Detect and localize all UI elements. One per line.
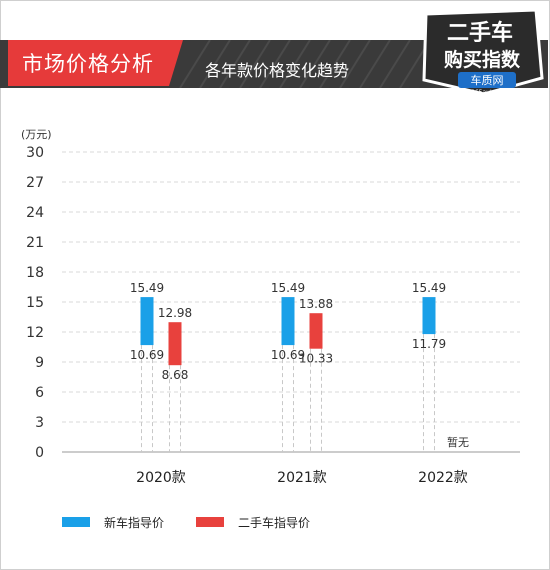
legend-label-new-car: 新车指导价 [104, 515, 165, 530]
used-car-price-bar [309, 313, 323, 349]
y-tick-label: 3 [35, 415, 44, 431]
y-tick-label: 6 [35, 385, 44, 401]
y-tick-label: 27 [26, 175, 44, 191]
data-label-low: 11.79 [412, 337, 446, 351]
data-label-high: 15.49 [412, 281, 446, 295]
y-tick-label: 12 [26, 325, 44, 341]
data-label-low: 8.68 [162, 368, 189, 382]
chart-subtitle: 各年款价格变化趋势 [205, 61, 350, 80]
data-label-high: 13.88 [299, 297, 333, 311]
title-tag [8, 40, 183, 86]
no-data-annotation: 暂无 [447, 436, 469, 449]
data-label-low: 10.33 [299, 352, 333, 366]
data-label-high: 15.49 [271, 281, 305, 295]
new-car-price-bar [140, 297, 154, 346]
data-label-low: 10.69 [130, 348, 164, 362]
legend-label-used-car: 二手车指导价 [238, 515, 311, 530]
y-tick-label: 15 [26, 295, 44, 311]
logo-text: 二手车 [447, 20, 513, 46]
data-label-high: 15.49 [130, 281, 164, 295]
x-tick-label: 2022款 [418, 470, 468, 486]
y-tick-label: 21 [26, 235, 44, 251]
chart-title: 市场价格分析 [22, 52, 154, 76]
logo-brand: 车质网 [471, 73, 504, 87]
legend-swatch-used-car [196, 517, 224, 527]
plot-area: 0 3 6 9 12 15 18 21 24 27 30 2020款 15.49 10.69 12.98 8.… [26, 145, 520, 486]
data-label-high: 12.98 [158, 306, 192, 320]
legend-swatch-new-car [62, 517, 90, 527]
y-tick-label: 0 [35, 445, 44, 461]
x-tick-label: 2020款 [136, 470, 186, 486]
new-car-price-bar [422, 297, 436, 335]
logo-text-2: 购买指数 [444, 48, 521, 71]
legend-new-car: 新车指导价 [62, 514, 164, 530]
used-car-price-bar [168, 322, 182, 366]
logo-url: 12365auto.com [463, 89, 510, 96]
brand-logo: 二手车 购买指数 车质网 12365auto.com [422, 8, 544, 96]
y-tick-label: 24 [26, 205, 44, 221]
new-car-price-bar [281, 297, 295, 346]
y-axis-unit: (万元) [21, 128, 52, 141]
y-tick-label: 30 [26, 145, 44, 161]
x-tick-label: 2021款 [277, 470, 327, 486]
legend-used-car: 二手车指导价 [196, 514, 310, 530]
y-tick-label: 18 [26, 265, 44, 281]
data-label-low: 10.69 [271, 348, 305, 362]
y-tick-label: 9 [35, 355, 44, 371]
